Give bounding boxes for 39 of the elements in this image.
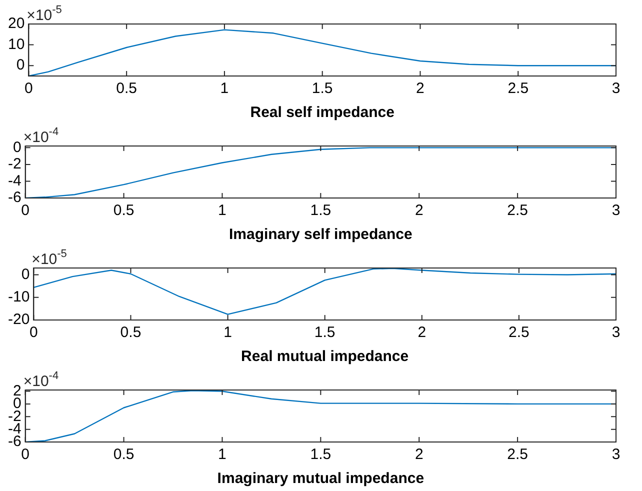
x-tick-label: 2.5 — [507, 202, 528, 220]
y-tick-label: -4 — [8, 172, 22, 190]
y-tick-label: 20 — [8, 15, 25, 32]
x-tick-label: 2 — [414, 446, 424, 464]
x-tick-label: 3 — [612, 324, 620, 342]
x-tick-label: 2.5 — [508, 324, 530, 342]
x-tick-label: 2 — [414, 202, 424, 220]
y-tick-label: 10 — [8, 36, 25, 53]
x-axis-title: Real self impedance — [250, 104, 394, 122]
x-tick-label: 1.5 — [310, 446, 332, 464]
x-tick-label: 3 — [612, 202, 620, 220]
y-tick-label: -20 — [8, 311, 30, 328]
x-tick-label: 1 — [218, 446, 226, 464]
x-tick-label: 2.5 — [507, 446, 528, 464]
y-tick-label: 0 — [12, 138, 22, 156]
x-tick-label: 1 — [218, 202, 226, 220]
y-tick-label: 0 — [21, 266, 30, 283]
x-tick-label: 0.5 — [116, 80, 137, 98]
y-tick-label: -6 — [8, 433, 22, 450]
x-tick-label: 1.5 — [310, 202, 332, 220]
x-tick-label: 2.5 — [508, 80, 529, 98]
x-tick-label: 0.5 — [113, 446, 134, 464]
x-tick-label: 1 — [220, 80, 229, 98]
x-axis-title: Real mutual impedance — [241, 348, 409, 366]
x-tick-label: 2 — [416, 80, 424, 98]
x-tick-label: 1.5 — [314, 324, 336, 342]
y-tick-label: -10 — [8, 288, 30, 306]
x-tick-label: 1.5 — [312, 80, 333, 98]
x-tick-label: 0.5 — [113, 202, 134, 220]
x-axis-title: Imaginary self impedance — [228, 226, 412, 244]
x-tick-label: 3 — [612, 80, 620, 98]
x-tick-label: 1 — [224, 324, 232, 342]
x-tick-label: 3 — [612, 446, 620, 464]
x-tick-label: 0.5 — [120, 324, 142, 342]
y-tick-label: -6 — [8, 189, 22, 206]
x-axis-title: Imaginary mutual impedance — [217, 470, 424, 488]
y-tick-label: -2 — [8, 156, 22, 173]
x-tick-label: 2 — [418, 324, 426, 342]
y-tick-label: 0 — [16, 56, 25, 74]
